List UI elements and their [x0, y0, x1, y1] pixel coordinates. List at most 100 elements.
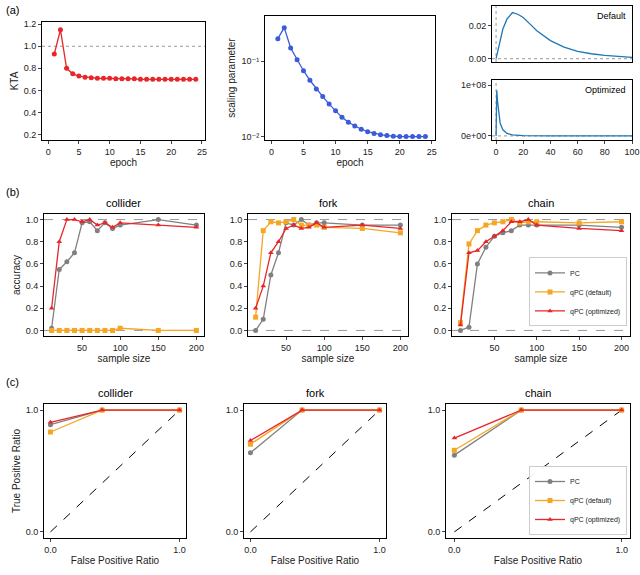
svg-text:60: 60 — [573, 147, 583, 157]
svg-text:0.2: 0.2 — [230, 303, 243, 313]
svg-text:sample size: sample size — [302, 353, 355, 364]
svg-text:1.0: 1.0 — [173, 545, 186, 555]
svg-text:scaling parameter: scaling parameter — [226, 38, 237, 118]
svg-text:(c): (c) — [6, 376, 19, 388]
svg-text:1.0: 1.0 — [615, 545, 628, 555]
svg-text:100: 100 — [317, 343, 332, 353]
svg-text:0.0: 0.0 — [448, 545, 461, 555]
svg-text:0.4: 0.4 — [26, 281, 39, 291]
svg-text:False Positive Ratio: False Positive Ratio — [271, 555, 360, 566]
svg-text:10: 10 — [105, 147, 115, 157]
svg-text:sample size: sample size — [515, 353, 568, 364]
svg-text:1.0: 1.0 — [373, 545, 386, 555]
svg-text:(b): (b) — [6, 186, 19, 198]
svg-text:15: 15 — [135, 147, 145, 157]
svg-text:collider: collider — [106, 197, 141, 209]
svg-text:PC: PC — [570, 270, 580, 277]
svg-text:10: 10 — [331, 147, 341, 157]
svg-text:0.0: 0.0 — [434, 326, 447, 336]
svg-text:chain: chain — [528, 197, 554, 209]
svg-text:fork: fork — [306, 387, 325, 399]
svg-text:0.0: 0.0 — [230, 326, 243, 336]
svg-text:80: 80 — [600, 147, 610, 157]
svg-text:sample size: sample size — [98, 353, 151, 364]
svg-text:0.0: 0.0 — [244, 545, 257, 555]
svg-text:0.8: 0.8 — [24, 63, 37, 73]
svg-text:0.8: 0.8 — [26, 237, 39, 247]
svg-text:False Positive Ratio: False Positive Ratio — [71, 555, 160, 566]
svg-text:fork: fork — [319, 197, 338, 209]
svg-text:collider: collider — [98, 387, 133, 399]
svg-text:0: 0 — [269, 147, 274, 157]
svg-text:40: 40 — [545, 147, 555, 157]
svg-text:0.2: 0.2 — [26, 303, 39, 313]
svg-text:0.2: 0.2 — [434, 303, 447, 313]
svg-text:1.0: 1.0 — [24, 41, 37, 51]
svg-text:0.8: 0.8 — [230, 237, 243, 247]
svg-text:5: 5 — [76, 147, 81, 157]
svg-text:1.0: 1.0 — [26, 405, 39, 415]
svg-text:1.0: 1.0 — [230, 215, 243, 225]
svg-text:0.0: 0.0 — [26, 326, 39, 336]
svg-text:(a): (a) — [6, 4, 19, 16]
svg-text:25: 25 — [197, 147, 207, 157]
svg-text:10⁻¹: 10⁻¹ — [241, 56, 259, 66]
svg-text:accuracy: accuracy — [11, 255, 22, 295]
svg-text:0.2: 0.2 — [24, 130, 37, 140]
svg-text:0.8: 0.8 — [434, 237, 447, 247]
svg-text:0.6: 0.6 — [24, 86, 37, 96]
svg-text:0.4: 0.4 — [434, 281, 447, 291]
svg-text:150: 150 — [355, 343, 370, 353]
svg-text:False Positive Ratio: False Positive Ratio — [494, 555, 583, 566]
svg-text:0.4: 0.4 — [230, 281, 243, 291]
svg-text:0.0: 0.0 — [428, 527, 441, 537]
svg-text:10⁻²: 10⁻² — [241, 132, 259, 142]
svg-text:0.0: 0.0 — [26, 527, 39, 537]
svg-text:1e+08: 1e+08 — [461, 80, 486, 90]
svg-text:0.02: 0.02 — [469, 21, 487, 31]
svg-text:chain: chain — [525, 387, 551, 399]
svg-text:150: 150 — [151, 343, 166, 353]
svg-text:1.0: 1.0 — [434, 215, 447, 225]
svg-text:KTA: KTA — [9, 71, 20, 90]
svg-text:qPC (optimized): qPC (optimized) — [570, 308, 620, 316]
svg-text:0.00: 0.00 — [469, 54, 487, 64]
svg-text:0: 0 — [494, 147, 499, 157]
svg-text:Optimized: Optimized — [585, 85, 626, 95]
svg-text:0: 0 — [46, 147, 51, 157]
svg-text:epoch: epoch — [336, 157, 363, 168]
svg-text:qPC (default): qPC (default) — [570, 497, 611, 505]
svg-text:15: 15 — [363, 147, 373, 157]
svg-text:0.6: 0.6 — [434, 259, 447, 269]
svg-text:0.0: 0.0 — [226, 527, 239, 537]
svg-text:200: 200 — [189, 343, 204, 353]
svg-text:50: 50 — [77, 343, 87, 353]
svg-text:0.6: 0.6 — [230, 259, 243, 269]
svg-text:100: 100 — [624, 147, 639, 157]
svg-text:PC: PC — [570, 478, 580, 485]
svg-text:0.0: 0.0 — [44, 545, 57, 555]
svg-text:200: 200 — [393, 343, 408, 353]
svg-text:200: 200 — [614, 343, 629, 353]
svg-text:1.0: 1.0 — [226, 405, 239, 415]
svg-text:100: 100 — [113, 343, 128, 353]
svg-text:Default: Default — [597, 11, 626, 21]
svg-text:100: 100 — [529, 343, 544, 353]
svg-text:1.0: 1.0 — [26, 215, 39, 225]
svg-text:1.0: 1.0 — [428, 405, 441, 415]
svg-text:qPC (default): qPC (default) — [570, 289, 611, 297]
svg-text:qPC (optimized): qPC (optimized) — [570, 516, 620, 524]
svg-text:25: 25 — [427, 147, 437, 157]
svg-text:50: 50 — [281, 343, 291, 353]
svg-text:True Positive Ratio: True Positive Ratio — [11, 429, 22, 514]
svg-text:epoch: epoch — [110, 157, 137, 168]
svg-text:0.4: 0.4 — [24, 108, 37, 118]
svg-text:0e+00: 0e+00 — [461, 131, 486, 141]
svg-text:20: 20 — [518, 147, 528, 157]
svg-text:0.6: 0.6 — [26, 259, 39, 269]
svg-text:5: 5 — [301, 147, 306, 157]
svg-text:150: 150 — [572, 343, 587, 353]
svg-text:20: 20 — [166, 147, 176, 157]
svg-text:50: 50 — [489, 343, 499, 353]
svg-text:20: 20 — [395, 147, 405, 157]
